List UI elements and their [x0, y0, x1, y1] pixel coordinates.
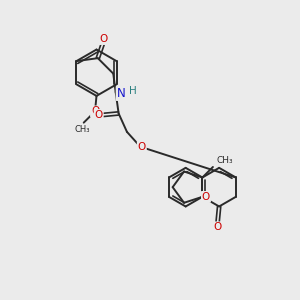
Text: CH₃: CH₃ [217, 156, 233, 165]
Text: O: O [202, 192, 210, 202]
Text: N: N [117, 87, 125, 100]
Text: O: O [91, 106, 99, 116]
Text: O: O [99, 34, 107, 44]
Text: CH₃: CH₃ [74, 125, 90, 134]
Text: O: O [214, 222, 222, 232]
Text: O: O [94, 110, 103, 120]
Text: O: O [138, 142, 146, 152]
Text: H: H [129, 86, 137, 96]
